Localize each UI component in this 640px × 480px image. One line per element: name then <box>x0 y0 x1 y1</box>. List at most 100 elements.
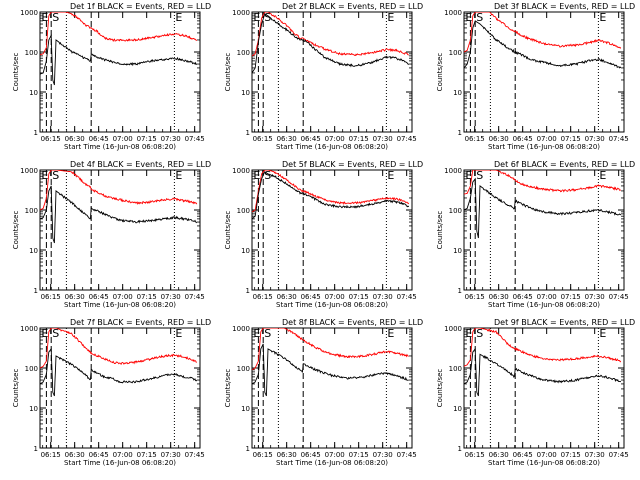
chart-panel: Det 9f BLACK = Events, RED = LLD 1 10 100 10… <box>436 318 635 467</box>
x-tick-label: 06:30 <box>489 293 509 301</box>
chart-panel: Det 7f BLACK = Events, RED = LLD 1 10 100 10… <box>12 318 211 467</box>
x-tick-label: 07:15 <box>137 451 157 459</box>
x-tick-label: 07:00 <box>325 451 345 459</box>
marker-label: E <box>41 169 48 182</box>
marker-label: E <box>175 11 182 24</box>
marker-label: E <box>175 327 182 340</box>
x-tick-label: 06:30 <box>65 135 85 143</box>
x-tick-label: 06:30 <box>277 293 297 301</box>
y-tick-label: 100 <box>237 365 250 373</box>
lld-series-line <box>252 12 409 57</box>
y-tick-label: 1 <box>458 287 462 295</box>
y-tick-label: 100 <box>449 207 462 215</box>
x-tick-label: 07:30 <box>585 135 605 143</box>
x-axis-label: Start Time (16-Jun-08 06:08:20) <box>276 459 388 467</box>
x-tick-label: 07:45 <box>185 451 205 459</box>
chart-panel: Det 3f BLACK = Events, RED = LLD 1 10 100 10… <box>436 2 635 151</box>
y-tick-label: 100 <box>25 207 38 215</box>
x-tick-label: 07:15 <box>561 135 581 143</box>
marker-label: E <box>387 169 394 182</box>
marker-label: E <box>599 11 606 24</box>
y-tick-label: 10 <box>241 247 250 255</box>
x-tick-label: 07:45 <box>185 135 205 143</box>
y-tick-label: 100 <box>25 49 38 57</box>
x-axis-label: Start Time (16-Jun-08 06:08:20) <box>276 143 388 151</box>
x-tick-label: 07:30 <box>161 451 181 459</box>
x-tick-label: 07:45 <box>609 293 629 301</box>
plot-frame <box>463 327 625 449</box>
chart-panel: Det 2f BLACK = Events, RED = LLD 1 10 100 10… <box>224 2 423 151</box>
lld-series-line <box>40 328 197 369</box>
x-tick-label: 06:45 <box>301 451 321 459</box>
marker-label: S <box>264 327 271 340</box>
x-tick-label: 06:15 <box>41 135 61 143</box>
y-tick-label: 1000 <box>444 9 462 17</box>
x-tick-label: 07:30 <box>373 293 393 301</box>
marker-label: S <box>264 11 271 24</box>
panel-grid: Det 1f BLACK = Events, RED = LLD11010010… <box>12 2 635 467</box>
plot-frame <box>251 327 413 449</box>
y-tick-label: 1 <box>458 445 462 453</box>
marker-label: E <box>253 327 260 340</box>
x-tick-label: 06:15 <box>465 451 485 459</box>
lld-series-line <box>40 12 198 56</box>
x-tick-label: 07:30 <box>373 135 393 143</box>
series-group <box>464 170 622 239</box>
chart-panel: Det 8f BLACK = Events, RED = LLD 1 10 100 10… <box>224 318 423 467</box>
chart-panel: Det 5f BLACK = Events, RED = LLD 1 10 100 10… <box>224 160 423 309</box>
x-tick-label: 07:15 <box>561 293 581 301</box>
events-series-line <box>252 171 410 220</box>
series-group <box>464 12 622 69</box>
marker-label: E <box>599 169 606 182</box>
x-tick-label: 06:45 <box>513 451 533 459</box>
x-tick-label: 07:15 <box>349 451 369 459</box>
y-tick-label: 10 <box>29 405 38 413</box>
x-tick-label: 07:30 <box>161 135 181 143</box>
x-tick-label: 07:15 <box>349 135 369 143</box>
x-tick-label: 07:00 <box>537 135 557 143</box>
events-series-line <box>464 177 622 239</box>
marker-label: E <box>253 11 260 24</box>
lld-series-line <box>40 170 198 211</box>
x-tick-label: 06:15 <box>465 293 485 301</box>
panel-title: Det 7f BLACK = Events, RED = LLD <box>70 318 211 327</box>
x-tick-label: 07:45 <box>185 293 205 301</box>
x-axis-label: Start Time (16-Jun-08 06:08:20) <box>276 301 388 309</box>
y-tick-label: 10 <box>453 247 462 255</box>
x-axis-label: Start Time (16-Jun-08 06:08:20) <box>64 459 176 467</box>
x-tick-label: 06:45 <box>301 135 321 143</box>
marker-label: S <box>52 169 59 182</box>
y-axis-label: Counts/sec <box>224 369 232 408</box>
plot-frame <box>463 169 625 291</box>
x-tick-label: 07:00 <box>325 135 345 143</box>
events-series-line <box>40 33 198 86</box>
marker-label: E <box>387 11 394 24</box>
chart-panel: Det 6f BLACK = Events, RED = LLD 1 10 100 10… <box>436 160 635 309</box>
marker-label: E <box>465 327 472 340</box>
series-group <box>252 170 410 220</box>
x-tick-label: 07:00 <box>113 451 133 459</box>
x-tick-label: 07:30 <box>585 451 605 459</box>
y-tick-label: 10 <box>29 247 38 255</box>
y-tick-label: 100 <box>449 365 462 373</box>
y-tick-label: 1000 <box>444 167 462 175</box>
x-axis-label: Start Time (16-Jun-08 06:08:20) <box>488 143 600 151</box>
chart-panel: Det 4f BLACK = Events, RED = LLD 1 10 100 10… <box>12 160 211 309</box>
x-tick-label: 06:15 <box>253 293 273 301</box>
x-tick-label: 06:30 <box>489 451 509 459</box>
x-tick-label: 06:15 <box>253 451 273 459</box>
marker-label: E <box>41 11 48 24</box>
series-group <box>252 328 409 397</box>
y-tick-label: 1000 <box>232 325 250 333</box>
y-axis-label: Counts/sec <box>224 211 232 250</box>
marker-label: S <box>52 11 59 24</box>
x-tick-label: 07:15 <box>137 293 157 301</box>
y-axis-label: Counts/sec <box>436 211 444 250</box>
plot-frame <box>39 169 201 291</box>
x-tick-label: 06:45 <box>89 135 109 143</box>
y-axis-label: Counts/sec <box>12 211 20 250</box>
y-tick-label: 1000 <box>444 325 462 333</box>
x-tick-label: 06:30 <box>65 451 85 459</box>
series-group <box>464 328 622 397</box>
